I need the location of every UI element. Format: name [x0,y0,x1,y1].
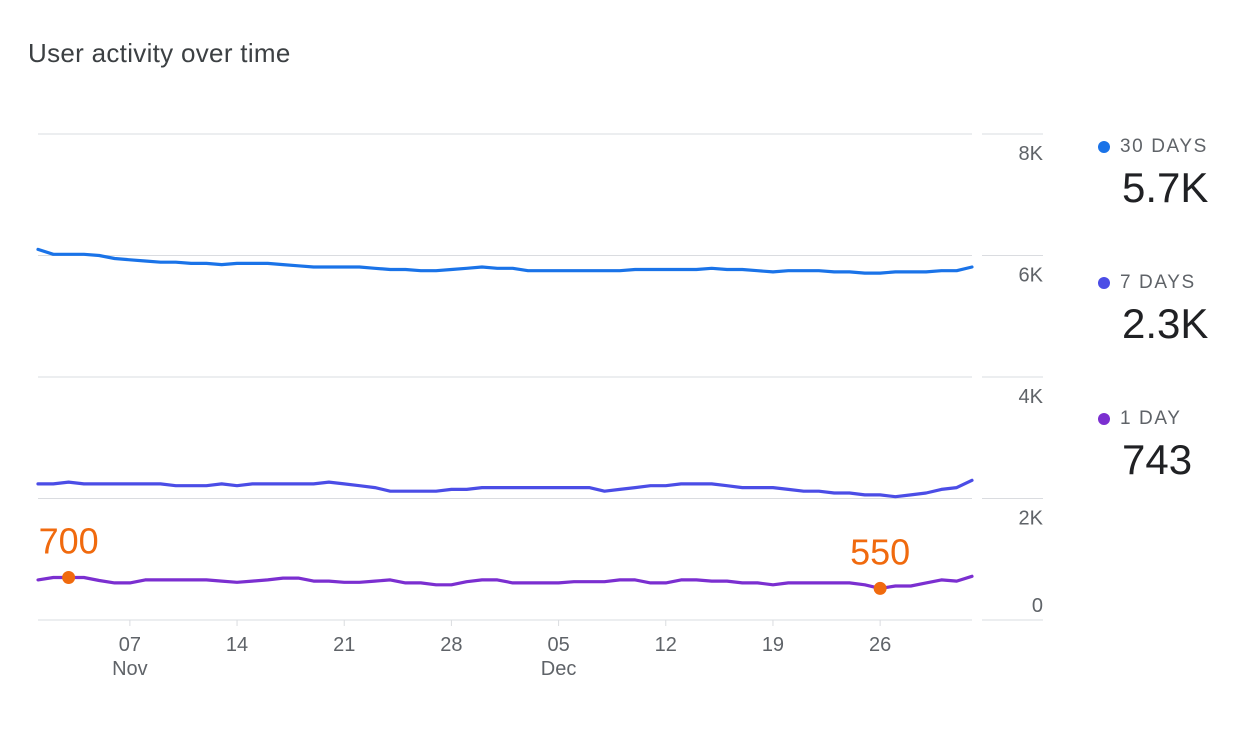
series-line-1-day [36,574,974,590]
legend-label-7-days: 7 DAYS [1120,272,1196,293]
y-tick-label-4K: 4K [1019,386,1044,408]
x-tick-label-26: 26 [869,634,891,656]
legend-value-7-days: 2.3K [1122,300,1209,347]
x-tick-label-05: 05 [547,634,569,656]
x-tick-label-21: 21 [333,634,355,656]
series-line-30-days [36,247,974,275]
legend-dot-1-day [1098,413,1110,425]
legend-value-1-day: 743 [1122,436,1193,483]
annotation-point-550 [873,581,887,595]
legend-label-30-days: 30 DAYS [1120,136,1208,157]
x-tick-label-07: 07 [119,634,141,656]
x-tick-month-nov: Nov [112,658,148,680]
y-tick-label-0: 0 [1032,595,1043,617]
y-tick-label-8K: 8K [1019,143,1044,165]
x-tick-label-28: 28 [440,634,462,656]
x-tick-label-14: 14 [226,634,248,656]
chart-title: User activity over time [28,38,291,68]
legend-value-30-days: 5.7K [1122,164,1209,211]
legend-7-days: 7 DAYS 2.3K [1098,272,1208,348]
x-tick-month-dec: Dec [541,658,577,680]
legend-1-day: 1 DAY 743 [1098,408,1192,484]
annotation-label-550: 550 [850,531,910,572]
annotation-point-700 [62,570,76,584]
series-line-7-days [36,478,974,499]
y-tick-label-6K: 6K [1019,265,1044,287]
legend-30-days: 30 DAYS 5.7K [1098,136,1208,212]
x-tick-label-19: 19 [762,634,784,656]
legend-dot-7-days [1098,277,1110,289]
legend-dot-30-days [1098,141,1110,153]
y-tick-label-2K: 2K [1019,508,1044,530]
x-tick-label-12: 12 [655,634,677,656]
annotation-label-700: 700 [39,520,99,561]
legend-label-1-day: 1 DAY [1120,408,1182,429]
